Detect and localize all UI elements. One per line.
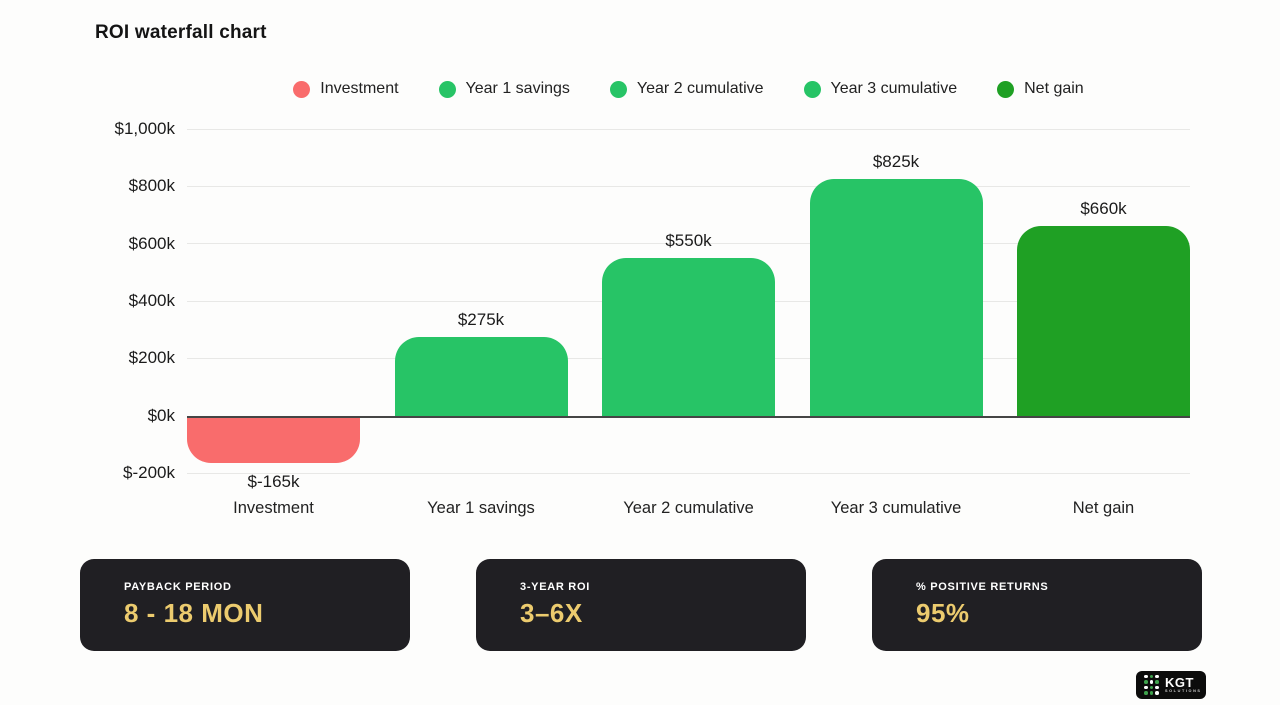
page-title: ROI waterfall chart (95, 22, 267, 43)
gridline (187, 243, 1190, 245)
waterfall-bar-net-gain (1017, 226, 1190, 416)
x-axis-category-label: Year 2 cumulative (623, 499, 754, 517)
gridline (187, 472, 1190, 474)
logo-dot (1155, 691, 1159, 695)
waterfall-bar-year-1-savings (394, 336, 568, 416)
x-axis-category-label: Year 3 cumulative (830, 499, 962, 517)
bar-value-label: $-165k (247, 471, 300, 491)
legend-dot-icon (293, 80, 311, 98)
dot-grid-icon (1144, 674, 1159, 696)
logo-subtext: SOLUTIONS (1165, 689, 1202, 694)
logo-dot (1144, 680, 1148, 684)
stat-card-3-year-roi: 3-YEAR ROI 3–6X (476, 559, 806, 651)
legend-item-year-3-cumulative: Year 3 cumulative (803, 80, 958, 98)
kgt-solutions-logo: KGT SOLUTIONS (1136, 671, 1206, 699)
gridline (187, 185, 1190, 187)
legend-dot-icon (997, 80, 1015, 98)
y-axis-tick-label: $0k (147, 405, 175, 425)
legend-label: Year 2 cumulative (636, 80, 764, 97)
waterfall-bar-year-2-cumulative (602, 258, 775, 416)
stat-card-label: 3-YEAR ROI (520, 581, 590, 593)
waterfall-bar-investment (187, 415, 360, 463)
y-axis-tick-label: $200k (128, 348, 175, 368)
bar-value-label: $660k (1080, 199, 1127, 219)
logo-dot (1155, 674, 1159, 679)
x-axis-category-label: Investment (233, 499, 314, 517)
stat-cards-row: PAYBACK PERIOD 8 - 18 MON 3-YEAR ROI 3–6… (80, 559, 1202, 651)
stat-card-value: 95% (916, 598, 970, 628)
legend-item-year-2-cumulative: Year 2 cumulative (609, 80, 764, 98)
logo-dot (1149, 674, 1153, 679)
logo-text: KGT (1165, 674, 1194, 690)
logo-dot (1144, 674, 1148, 679)
legend-dot-icon (609, 80, 627, 98)
legend-label: Year 3 cumulative (830, 80, 958, 97)
legend-dot-icon (438, 80, 456, 98)
logo-dot (1149, 680, 1153, 684)
chart-legend: Investment Year 1 savings Year 2 cumulativ… (187, 80, 1190, 98)
x-axis-category-label: Net gain (1072, 499, 1135, 517)
stat-card-value: 8 - 18 MON (124, 598, 264, 628)
logo-dot (1144, 685, 1148, 690)
logo-dot (1155, 680, 1159, 684)
stat-card-label: % POSITIVE RETURNS (916, 581, 1049, 593)
y-axis-tick-label: $600k (128, 233, 175, 253)
logo-dot (1144, 691, 1148, 695)
bar-value-label: $550k (665, 231, 712, 250)
legend-label: Investment (320, 80, 399, 97)
legend-item-investment: Investment (293, 80, 399, 98)
bar-value-label: $825k (872, 152, 920, 172)
stat-card-payback-period: PAYBACK PERIOD 8 - 18 MON (80, 559, 410, 651)
x-axis-category-label: Year 1 savings (427, 499, 535, 517)
stat-card-positive-returns: % POSITIVE RETURNS 95% (872, 559, 1202, 651)
waterfall-chart-plot: $1,000k $800k $600k $400k $200k $0k $-200k $-16… (115, 119, 1190, 517)
stat-card-value: 3–6X (520, 598, 583, 628)
logo-dot (1149, 691, 1153, 695)
waterfall-bar-year-3-cumulative (809, 179, 983, 416)
logo-dot (1149, 685, 1153, 690)
legend-label: Net gain (1024, 80, 1084, 97)
legend-dot-icon (803, 80, 821, 98)
stat-card-label: PAYBACK PERIOD (124, 581, 232, 593)
y-axis-tick-label: $1,000k (114, 119, 176, 138)
y-axis-tick-label: $400k (128, 291, 175, 310)
legend-item-net-gain: Net gain (997, 80, 1084, 98)
zero-baseline (187, 415, 1190, 418)
y-axis-tick-label: $800k (128, 176, 175, 196)
gridline (187, 128, 1190, 130)
legend-item-year-1-savings: Year 1 savings (438, 80, 570, 98)
legend-label: Year 1 savings (465, 80, 570, 97)
bar-value-label: $275k (457, 309, 505, 329)
logo-dot (1155, 685, 1159, 690)
y-axis-tick-label: $-200k (123, 463, 175, 482)
